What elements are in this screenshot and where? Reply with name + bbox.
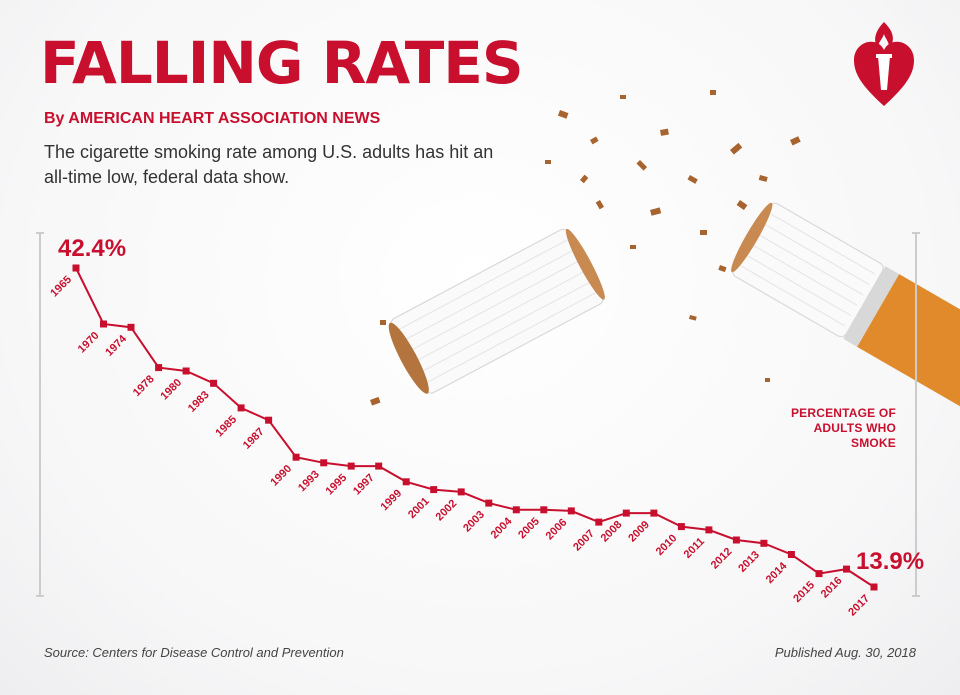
value-annotation-2017: 13.9% bbox=[856, 548, 924, 575]
x-tick-label-1999: 1999 bbox=[379, 487, 405, 513]
data-point-1995 bbox=[347, 462, 355, 470]
data-point-1978 bbox=[155, 364, 163, 372]
data-point-2008 bbox=[622, 509, 630, 517]
data-point-2015 bbox=[815, 570, 823, 578]
data-point-1983 bbox=[210, 379, 218, 387]
data-point-1987 bbox=[265, 416, 273, 424]
x-tick-label-1965: 1965 bbox=[48, 274, 74, 300]
x-tick-label-2012: 2012 bbox=[709, 546, 735, 572]
x-tick-label-2014: 2014 bbox=[764, 560, 790, 586]
x-tick-label-1990: 1990 bbox=[268, 463, 294, 489]
x-tick-label-2009: 2009 bbox=[626, 519, 652, 545]
x-tick-label-2010: 2010 bbox=[654, 532, 680, 558]
published-date: Published Aug. 30, 2018 bbox=[774, 645, 916, 660]
data-point-1999 bbox=[402, 478, 410, 486]
data-point-2011 bbox=[705, 526, 713, 534]
data-point-2012 bbox=[732, 536, 740, 544]
data-point-1965 bbox=[72, 264, 80, 272]
x-tick-label-1980: 1980 bbox=[158, 377, 184, 403]
page-title: FALLING RATES bbox=[40, 29, 524, 97]
x-tick-label-1997: 1997 bbox=[351, 472, 377, 498]
data-point-1974 bbox=[127, 323, 135, 331]
data-point-1970 bbox=[100, 320, 107, 328]
x-tick-label-1974: 1974 bbox=[103, 332, 129, 358]
american-heart-association-logo-icon bbox=[854, 22, 914, 106]
y-axis-bracket-left bbox=[36, 232, 44, 597]
data-point-2017 bbox=[870, 583, 878, 591]
x-tick-label-2004: 2004 bbox=[489, 515, 515, 541]
data-point-2006 bbox=[567, 507, 575, 515]
x-tick-label-2017: 2017 bbox=[846, 593, 872, 619]
cigarette-illustration bbox=[370, 90, 960, 407]
x-tick-label-1983: 1983 bbox=[186, 389, 212, 415]
x-tick-label-1987: 1987 bbox=[241, 426, 267, 452]
data-point-2007 bbox=[595, 518, 603, 526]
data-point-2003 bbox=[485, 499, 493, 507]
y-axis-label: PERCENTAGE OF ADULTS WHO SMOKE bbox=[790, 406, 896, 450]
x-tick-label-2005: 2005 bbox=[516, 515, 542, 541]
x-tick-label-1993: 1993 bbox=[296, 468, 322, 494]
data-point-1985 bbox=[237, 404, 245, 412]
x-tick-label-1995: 1995 bbox=[324, 472, 350, 498]
x-tick-label-2013: 2013 bbox=[736, 549, 762, 575]
x-tick-label-2015: 2015 bbox=[791, 579, 817, 605]
series-line bbox=[75, 267, 875, 588]
data-point-2004 bbox=[512, 506, 520, 514]
data-point-2002 bbox=[457, 488, 465, 496]
x-tick-label-2011: 2011 bbox=[682, 536, 707, 561]
data-point-2001 bbox=[430, 486, 438, 494]
data-point-2016 bbox=[843, 565, 850, 573]
data-point-2013 bbox=[760, 539, 768, 547]
x-tick-label-2008: 2008 bbox=[599, 519, 625, 545]
data-point-2005 bbox=[540, 506, 548, 514]
y-axis-bracket-right bbox=[912, 232, 920, 597]
x-tick-label-2002: 2002 bbox=[434, 498, 460, 524]
subtitle: The cigarette smoking rate among U.S. ad… bbox=[44, 142, 494, 187]
data-point-2010 bbox=[677, 523, 685, 531]
x-tick-label-2016: 2016 bbox=[819, 575, 845, 601]
x-tick-label-2007: 2007 bbox=[571, 528, 597, 554]
data-point-1990 bbox=[292, 453, 300, 461]
x-tick-label-1970: 1970 bbox=[76, 330, 102, 356]
byline: By AMERICAN HEART ASSOCIATION NEWS bbox=[44, 110, 381, 127]
data-point-2014 bbox=[787, 551, 795, 558]
value-annotation-1965: 42.4% bbox=[58, 235, 126, 262]
x-tick-label-2001: 2001 bbox=[406, 495, 432, 521]
x-tick-label-2003: 2003 bbox=[461, 509, 487, 535]
data-point-1980 bbox=[182, 367, 190, 375]
data-point-1993 bbox=[320, 459, 328, 467]
x-tick-label-1978: 1978 bbox=[131, 373, 157, 399]
data-point-2009 bbox=[650, 509, 658, 517]
data-point-1997 bbox=[375, 462, 383, 470]
source-note: Source: Centers for Disease Control and … bbox=[44, 645, 344, 660]
x-tick-label-1985: 1985 bbox=[213, 414, 239, 440]
x-tick-label-2006: 2006 bbox=[544, 517, 570, 543]
